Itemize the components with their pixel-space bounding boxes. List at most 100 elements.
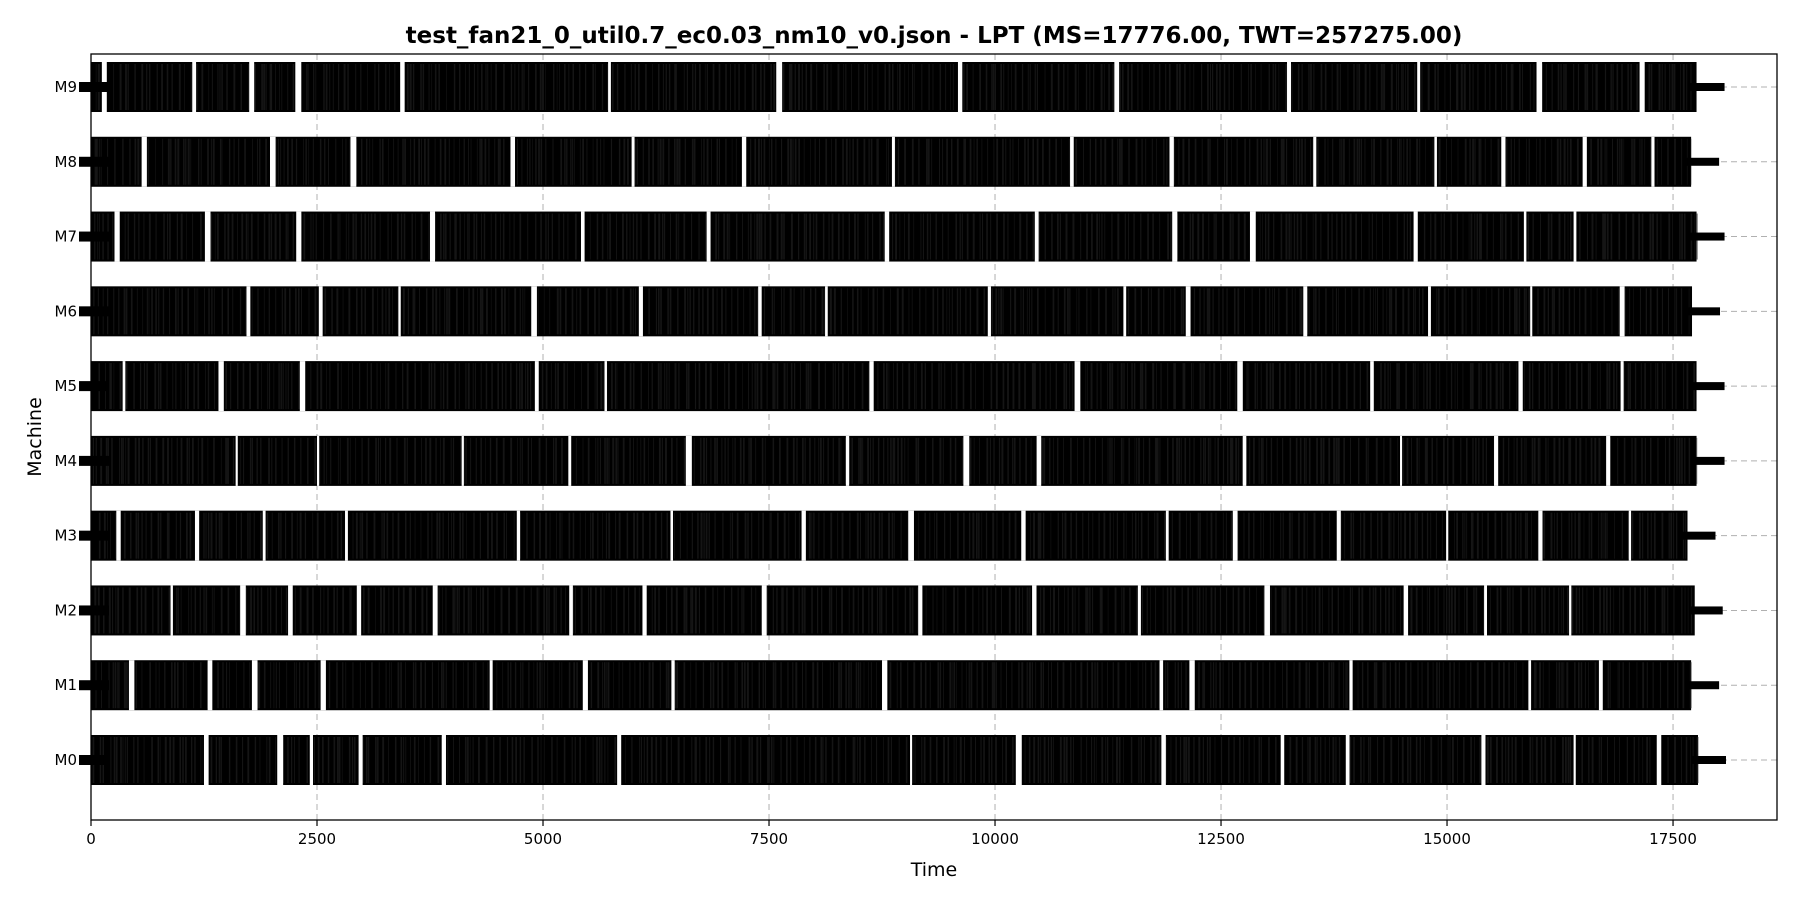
job-boundary-M0-114 [643, 737, 645, 783]
job-boundary-M0-13 [151, 737, 153, 783]
job-boundary-M9-125 [699, 64, 701, 110]
job-boundary-M4-111 [629, 437, 631, 484]
job-boundary-M6-247 [1308, 288, 1310, 335]
job-boundary-M6-88 [514, 288, 517, 335]
job-boundary-M4-122 [676, 437, 678, 484]
job-boundary-M4-196 [1001, 437, 1004, 484]
job-boundary-M2-22 [199, 587, 201, 634]
job-boundary-M4-258 [1260, 437, 1263, 484]
job-boundary-M4-157 [832, 437, 834, 484]
job-boundary-M8-226 [1128, 138, 1130, 185]
job-boundary-M9-253 [1320, 64, 1323, 110]
job-boundary-M2-323 [1639, 587, 1642, 634]
job-boundary-M6-265 [1388, 288, 1391, 335]
job-boundary-M5-315 [1613, 363, 1615, 410]
job-boundary-M6-97 [556, 288, 559, 335]
job-boundary-M1-164 [863, 662, 865, 709]
job-boundary-M4-139 [748, 437, 750, 484]
job-boundary-M7-298 [1550, 213, 1553, 260]
job-boundary-M9-144 [790, 64, 793, 110]
job-boundary-M0-295 [1505, 737, 1507, 783]
job-boundary-M0-259 [1329, 737, 1330, 783]
job-boundary-M7-130 [718, 213, 720, 260]
job-boundary-M4-13 [142, 437, 144, 484]
job-boundary-M9-19 [197, 64, 199, 110]
job-boundary-M5-302 [1548, 363, 1549, 410]
job-boundary-M4-233 [1176, 437, 1178, 484]
job-boundary-M1-221 [1130, 662, 1131, 709]
job-boundary-M1-107 [602, 662, 604, 709]
job-boundary-M0-232 [1193, 737, 1195, 783]
job-boundary-M1-237 [1204, 662, 1206, 709]
job-boundary-M0-207 [1086, 737, 1088, 783]
job-boundary-M7-47 [315, 213, 317, 260]
job-boundary-M8-144 [735, 138, 737, 185]
job-boundary-M9-165 [891, 64, 894, 110]
job-boundary-M5-188 [1012, 363, 1015, 410]
job-boundary-M3-47 [316, 512, 319, 559]
idle-gap-M3-0 [116, 510, 121, 561]
job-boundary-M0-205 [1073, 737, 1074, 783]
job-boundary-M7-309 [1604, 213, 1606, 260]
job-boundary-M4-9 [125, 437, 127, 484]
job-boundary-M6-234 [1251, 288, 1253, 335]
job-boundary-M4-256 [1253, 437, 1255, 484]
job-boundary-M6-269 [1407, 288, 1410, 335]
job-boundary-M9-15 [178, 64, 181, 110]
job-boundary-M7-239 [1262, 213, 1263, 260]
job-boundary-M5-205 [1096, 363, 1098, 410]
job-boundary-M6-259 [1369, 288, 1371, 335]
idle-gap-M7-12 [1573, 211, 1577, 262]
job-boundary-M5-44 [310, 363, 312, 410]
job-boundary-M2-205 [1089, 587, 1091, 634]
job-boundary-M0-215 [1115, 737, 1118, 783]
job-boundary-M4-128 [705, 437, 708, 484]
job-boundary-M6-157 [860, 288, 862, 335]
job-boundary-M3-126 [708, 512, 710, 559]
job-boundary-M2-140 [781, 587, 783, 634]
job-boundary-M0-321 [1633, 737, 1636, 783]
job-boundary-M6-288 [1502, 288, 1504, 335]
job-boundary-M5-202 [1085, 363, 1087, 410]
job-boundary-M5-181 [970, 363, 972, 410]
job-boundary-M1-37 [270, 662, 272, 709]
job-boundary-M0-283 [1447, 737, 1449, 783]
job-boundary-M2-327 [1661, 587, 1664, 634]
job-boundary-M4-105 [606, 437, 608, 484]
job-boundary-M3-133 [747, 512, 749, 559]
job-boundary-M6-19 [177, 288, 179, 335]
machine-row-M1 [79, 660, 1692, 711]
job-boundary-M9-136 [755, 64, 757, 110]
job-boundary-M7-97 [547, 213, 549, 260]
job-boundary-M5-78 [485, 363, 488, 410]
job-boundary-M2-280 [1446, 587, 1448, 634]
job-boundary-M0-239 [1228, 737, 1230, 783]
job-boundary-M4-223 [1134, 437, 1136, 484]
job-boundary-M1-61 [391, 662, 392, 709]
job-boundary-M4-249 [1231, 437, 1234, 484]
job-boundary-M2-149 [821, 587, 823, 634]
job-boundary-M1-186 [968, 662, 970, 709]
job-boundary-M2-108 [616, 587, 618, 634]
job-boundary-M6-110 [629, 288, 632, 335]
job-boundary-M9-195 [1029, 64, 1031, 110]
idle-gap-M7-2 [296, 211, 302, 262]
job-boundary-M1-328 [1646, 662, 1648, 709]
job-boundary-M2-104 [595, 587, 597, 634]
job-boundary-M1-166 [870, 662, 872, 709]
job-boundary-M6-107 [610, 288, 612, 335]
job-boundary-M4-24 [191, 437, 194, 484]
job-boundary-M9-210 [1108, 64, 1110, 110]
job-boundary-M4-121 [671, 437, 673, 484]
job-boundary-M2-260 [1358, 587, 1361, 634]
job-boundary-M8-285 [1398, 138, 1401, 185]
job-boundary-M3-123 [700, 512, 703, 559]
job-boundary-M5-271 [1405, 363, 1407, 410]
job-boundary-M7-182 [959, 213, 961, 260]
job-boundary-M0-331 [1685, 737, 1688, 783]
job-boundary-M3-215 [1140, 512, 1143, 559]
job-boundary-M2-312 [1586, 587, 1588, 634]
job-boundary-M7-295 [1532, 213, 1534, 260]
job-boundary-M7-89 [502, 213, 505, 260]
job-boundary-M6-213 [1147, 288, 1150, 335]
